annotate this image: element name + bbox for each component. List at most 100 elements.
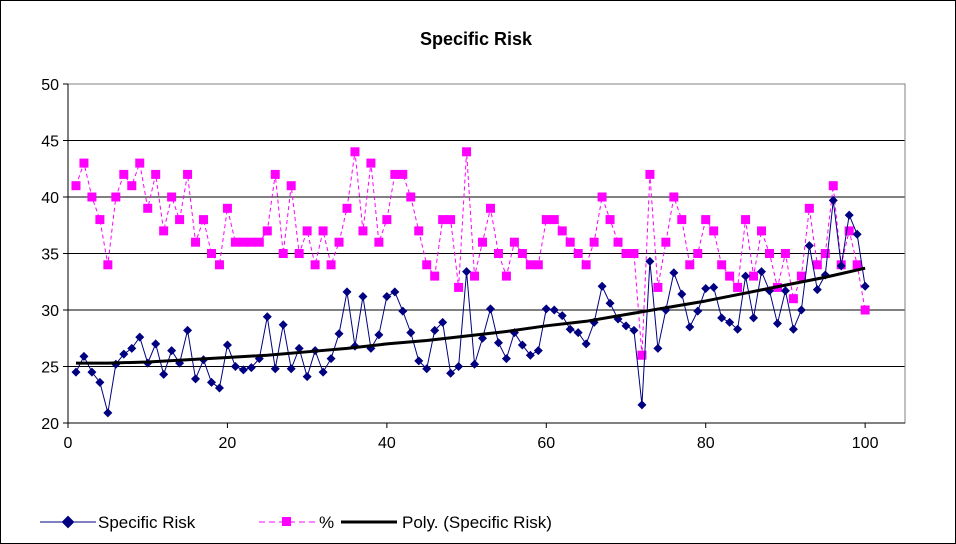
specific-risk-point bbox=[478, 333, 488, 343]
specific-risk-point bbox=[135, 332, 145, 342]
percent-point bbox=[549, 215, 559, 225]
percent-point bbox=[653, 282, 663, 292]
percent-point bbox=[310, 260, 320, 270]
percent-point bbox=[509, 237, 519, 247]
percent-point bbox=[693, 249, 703, 258]
percent-point bbox=[613, 237, 623, 247]
specific-risk-point bbox=[270, 364, 280, 374]
specific-risk-point bbox=[230, 362, 240, 371]
percent-point bbox=[87, 192, 97, 202]
specific-risk-point bbox=[398, 306, 408, 316]
specific-risk-point bbox=[206, 377, 216, 387]
specific-risk-point bbox=[151, 339, 161, 349]
specific-risk-point bbox=[717, 313, 727, 323]
percent-point bbox=[238, 237, 248, 247]
x-tick-label: 60 bbox=[537, 435, 555, 452]
percent-point bbox=[175, 215, 185, 225]
axis-layer: 20 25 30 35 40 45 50 0 20 40 60 80 100 bbox=[41, 77, 905, 452]
percent-point bbox=[517, 249, 527, 258]
percent-point bbox=[685, 260, 695, 270]
specific-risk-point bbox=[286, 364, 296, 374]
percent-point bbox=[677, 215, 687, 225]
legend-marker-specific-risk bbox=[61, 515, 75, 529]
specific-risk-point bbox=[645, 256, 655, 266]
percent-point bbox=[382, 215, 392, 225]
x-tick-label: 80 bbox=[697, 435, 715, 452]
percent-point bbox=[366, 158, 376, 168]
percent-point bbox=[326, 260, 336, 270]
specific-risk-point bbox=[852, 229, 862, 239]
percent-point bbox=[438, 215, 448, 225]
specific-risk-point bbox=[103, 408, 113, 418]
specific-risk-point bbox=[87, 367, 97, 377]
percent-point bbox=[191, 237, 201, 247]
specific-risk-point bbox=[358, 291, 368, 301]
percent-point bbox=[214, 260, 224, 270]
percent-point bbox=[270, 169, 280, 179]
specific-risk-point bbox=[605, 298, 615, 308]
percent-point bbox=[230, 237, 240, 247]
specific-risk-point bbox=[844, 210, 854, 220]
percent-point bbox=[573, 249, 583, 258]
percent-point bbox=[741, 215, 751, 225]
specific-risk-point bbox=[342, 287, 352, 297]
specific-risk-point bbox=[733, 324, 743, 334]
percent-point bbox=[286, 181, 296, 191]
percent-point bbox=[533, 260, 543, 270]
percent-point bbox=[669, 192, 679, 202]
specific-risk-point bbox=[71, 367, 81, 377]
specific-risk-point bbox=[549, 305, 559, 315]
x-tick-label: 40 bbox=[378, 435, 396, 452]
percent-point bbox=[103, 260, 113, 270]
specific-risk-point bbox=[246, 363, 256, 373]
specific-risk-point bbox=[828, 195, 838, 205]
specific-risk-point bbox=[709, 282, 719, 292]
specific-risk-point bbox=[222, 340, 232, 350]
percent-point bbox=[485, 203, 495, 213]
specific-risk-point bbox=[637, 400, 647, 410]
percent-point bbox=[183, 169, 193, 179]
specific-risk-point bbox=[757, 267, 767, 277]
legend: Specific Risk % Poly. (Specific Risk) bbox=[40, 513, 552, 532]
percent-point bbox=[206, 249, 216, 258]
percent-point bbox=[637, 350, 647, 360]
series-line-specific-risk bbox=[75, 200, 866, 413]
percent-point bbox=[645, 169, 655, 179]
specific-risk-point bbox=[214, 383, 224, 393]
specific-risk-point bbox=[159, 369, 169, 379]
specific-risk-point bbox=[422, 364, 432, 374]
specific-risk-point bbox=[533, 346, 543, 356]
percent-point bbox=[820, 249, 830, 258]
y-tick-label: 30 bbox=[41, 303, 59, 320]
chart-title: Specific Risk bbox=[420, 29, 533, 49]
percent-point bbox=[701, 215, 711, 225]
percent-point bbox=[565, 237, 575, 247]
percent-point bbox=[605, 215, 615, 225]
specific-risk-point bbox=[525, 350, 535, 360]
specific-risk-point bbox=[493, 338, 503, 348]
percent-point bbox=[493, 249, 503, 258]
percent-point bbox=[159, 226, 169, 236]
specific-risk-point bbox=[780, 286, 790, 296]
specific-risk-point bbox=[669, 268, 679, 278]
specific-risk-point bbox=[191, 374, 201, 384]
specific-risk-point bbox=[621, 321, 631, 331]
percent-point bbox=[764, 249, 774, 258]
percent-point bbox=[151, 169, 161, 179]
specific-risk-point bbox=[860, 281, 870, 291]
x-tick-label: 0 bbox=[64, 435, 73, 452]
percent-point bbox=[828, 181, 838, 191]
specific-risk-point bbox=[127, 343, 137, 353]
percent-point bbox=[589, 237, 599, 247]
percent-point bbox=[860, 305, 870, 315]
specific-risk-point bbox=[629, 325, 639, 335]
y-tick-label: 20 bbox=[41, 416, 59, 433]
specific-risk-point bbox=[573, 328, 583, 338]
y-tick-label: 50 bbox=[41, 77, 59, 94]
percent-point bbox=[454, 282, 464, 292]
specific-risk-point bbox=[581, 339, 591, 349]
specific-risk-point bbox=[79, 351, 89, 361]
series-line-percent bbox=[75, 151, 866, 356]
percent-point bbox=[127, 181, 137, 191]
